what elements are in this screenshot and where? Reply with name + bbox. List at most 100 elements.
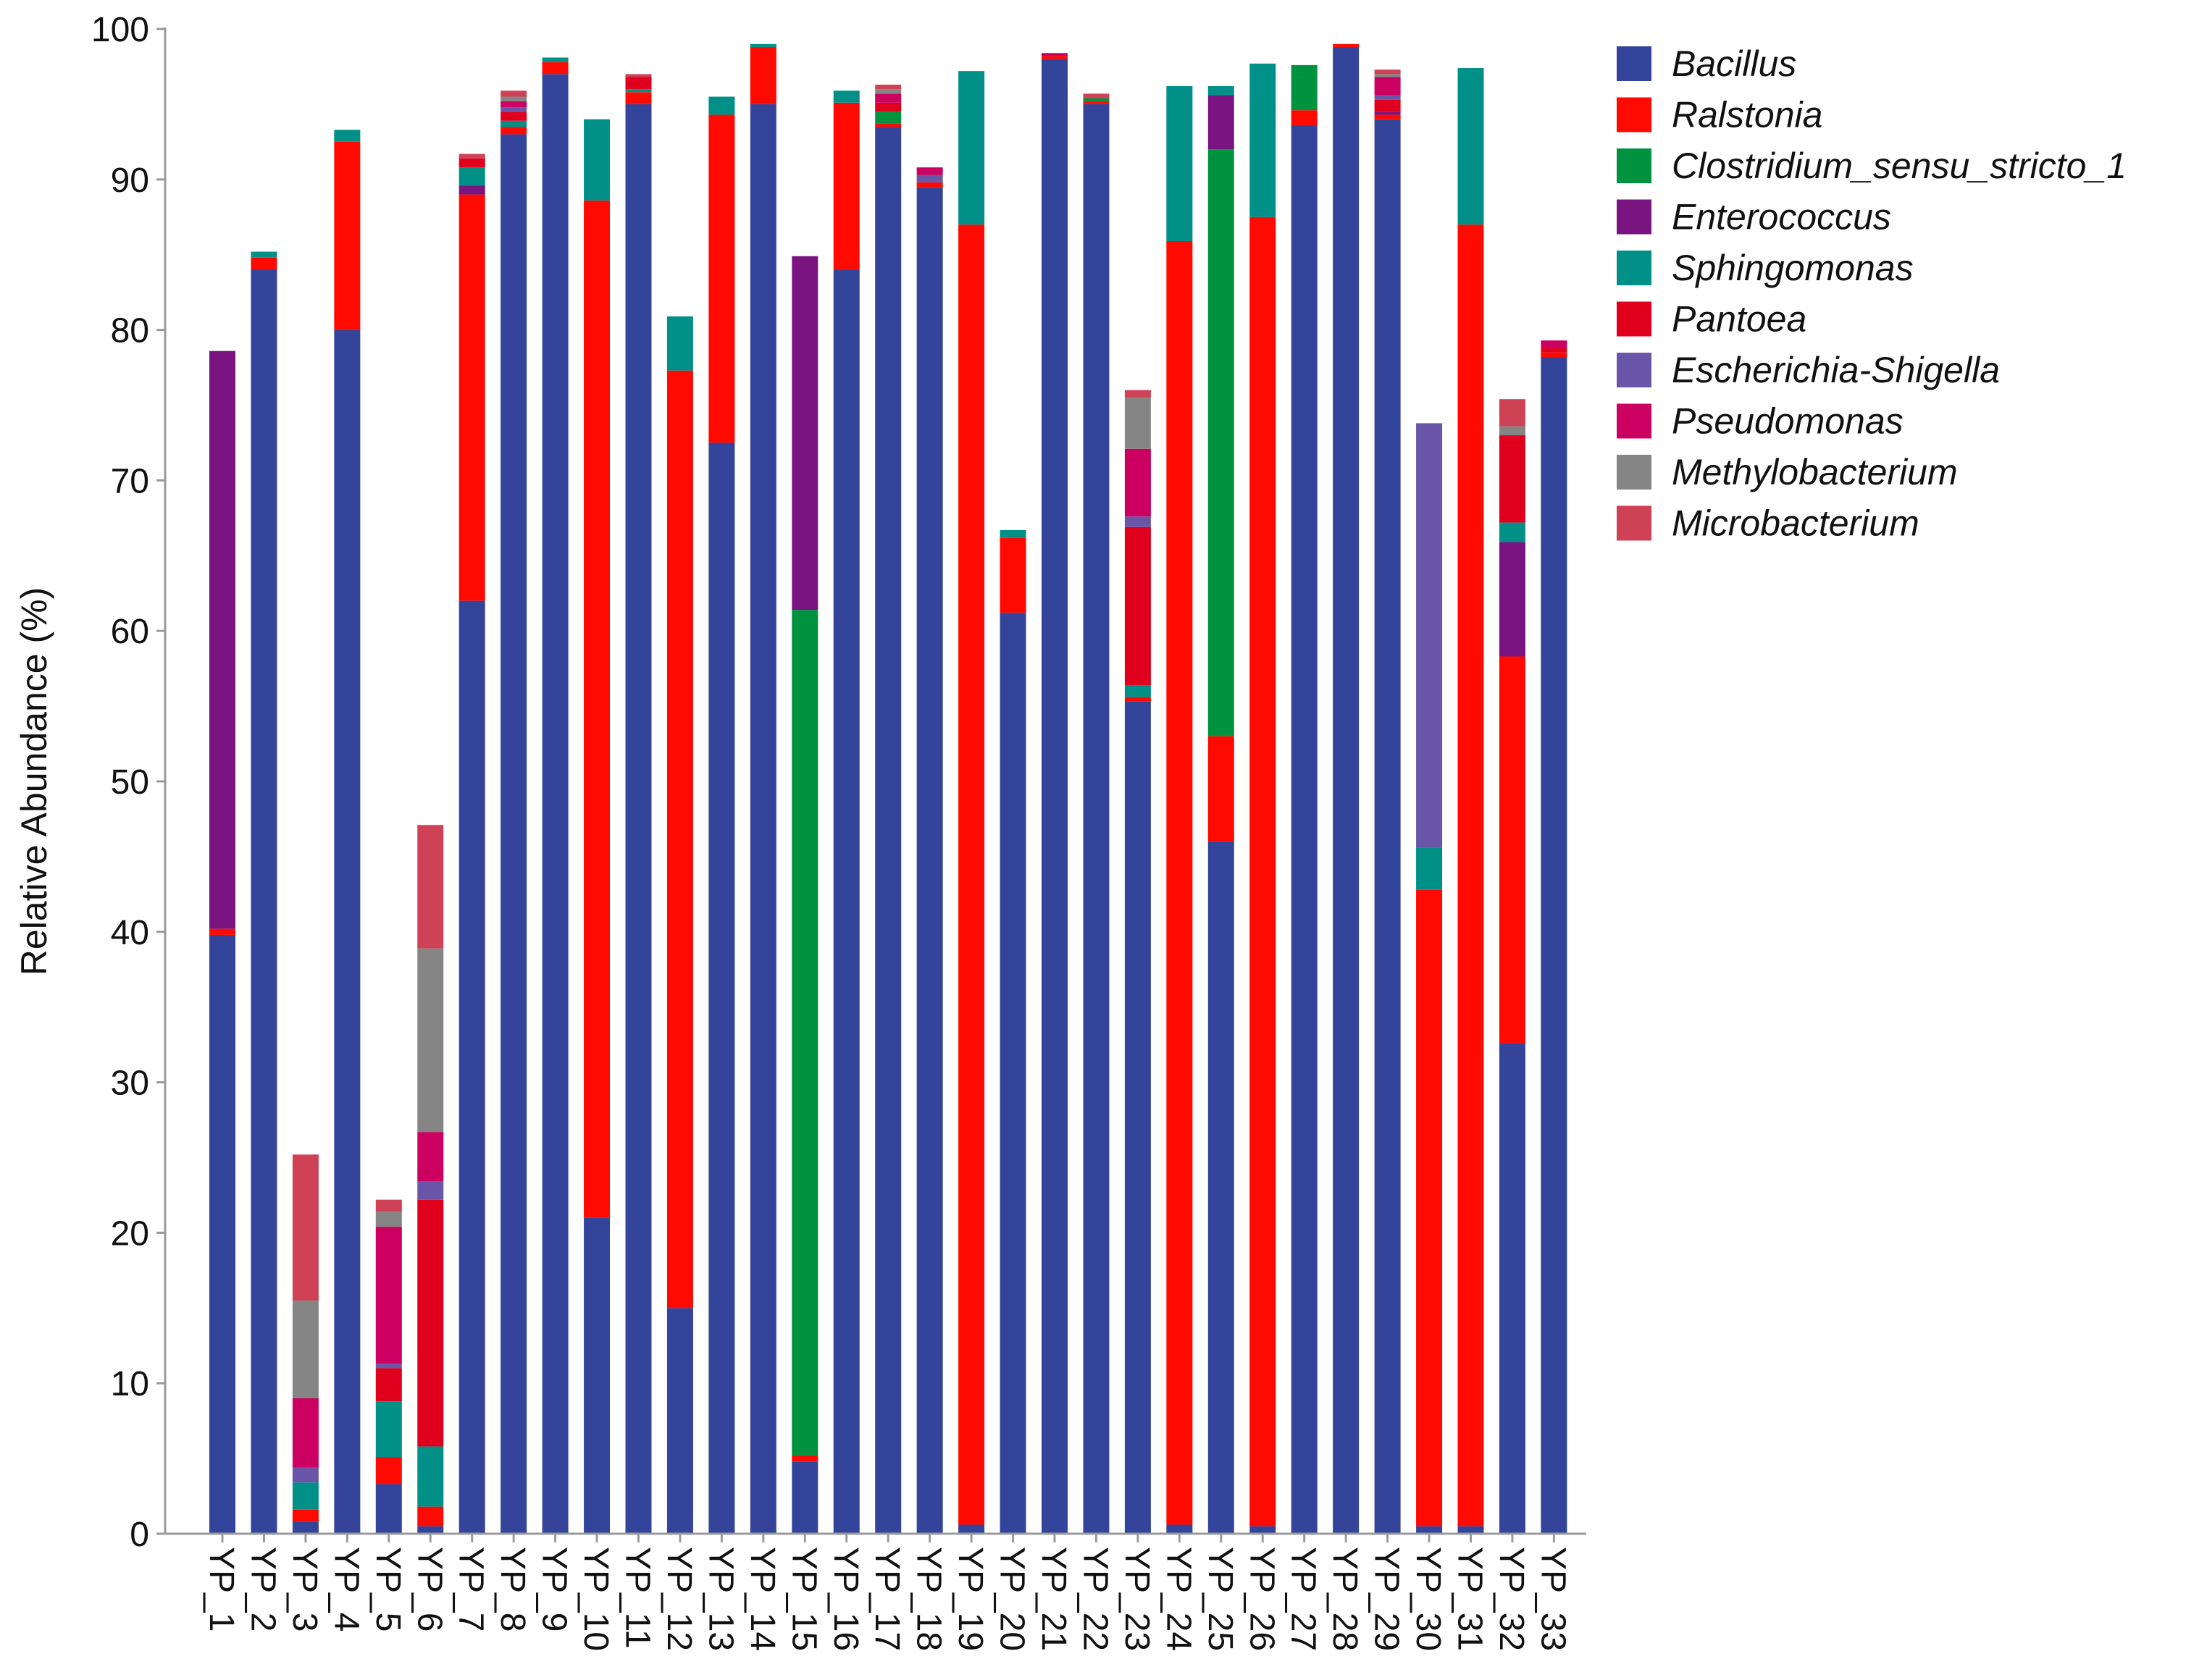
x-axis-ticks: YP_1 YP_2 YP_3 YP_4 YP_5 YP_6 YP_7 YP_8 YP_9 YP_1…: [202, 1534, 1572, 1651]
bar-segment-yp-3-bacillus: [292, 1521, 319, 1534]
bar-segment-yp-6-microbacterium: [417, 825, 444, 949]
y-tick-label-30: 30: [111, 1064, 149, 1103]
bar-segment-yp-2-ralstonia: [251, 257, 277, 270]
bar-stack-yp-28: [1333, 43, 1360, 1534]
x-tick-label-yp-6: YP_6: [410, 1547, 448, 1631]
y-tick-label-100: 100: [91, 11, 149, 49]
y-tick-label-20: 20: [111, 1214, 149, 1253]
x-tick-label-yp-17: YP_17: [868, 1547, 906, 1651]
x-tick-label-yp-30: YP_30: [1409, 1547, 1447, 1651]
y-tick-label-40: 40: [111, 914, 149, 952]
bar-segment-yp-23-bacillus: [1124, 701, 1151, 1534]
x-tick-label-yp-26: YP_26: [1242, 1547, 1281, 1651]
bar-segment-yp-25-enterococcus: [1207, 95, 1234, 150]
bar-segment-yp-29-pantoea: [1374, 99, 1401, 112]
x-tick-label-yp-13: YP_13: [701, 1547, 740, 1651]
bar-segment-yp-6-ralstonia: [417, 1506, 444, 1526]
bar-segment-yp-21-pseudomonas: [1042, 53, 1068, 56]
bar-segment-yp-26-bacillus: [1249, 1526, 1276, 1534]
bar-segment-yp-3-pseudomonas: [292, 1398, 319, 1468]
bar-stack-yp-33: [1541, 340, 1567, 1534]
x-tick-label-yp-11: YP_11: [619, 1547, 657, 1649]
bar-segment-yp-31-sphingomonas: [1457, 68, 1484, 225]
bar-segment-yp-10-bacillus: [584, 1217, 611, 1534]
bar-segment-yp-8-pantoea: [501, 112, 527, 121]
bar-segment-yp-7-bacillus: [458, 600, 485, 1534]
y-tick-label-50: 50: [111, 763, 149, 802]
bar-segment-yp-16-ralstonia: [833, 102, 860, 270]
bar-segment-yp-13-ralstonia: [708, 114, 735, 443]
bar-stack-yp-13: [708, 96, 735, 1534]
bar-segment-yp-23-methylobacterium: [1124, 398, 1151, 449]
legend: Bacillus Ralstonia Clostridium_sensu_stric…: [1617, 43, 2127, 544]
bar-segment-yp-28-ralstonia: [1333, 43, 1360, 47]
x-tick-label-yp-5: YP_5: [369, 1547, 407, 1631]
x-tick-label-yp-27: YP_27: [1284, 1547, 1323, 1651]
x-tick-label-yp-20: YP_20: [993, 1547, 1031, 1651]
bar-segment-yp-11-bacillus: [625, 104, 652, 1534]
x-tick-label-yp-16: YP_16: [826, 1547, 865, 1651]
bar-segment-yp-23-sphingomonas: [1124, 685, 1151, 697]
bar-segment-yp-7-ralstonia: [458, 194, 485, 601]
bar-segment-yp-24-ralstonia: [1166, 241, 1193, 1525]
y-tick-label-60: 60: [111, 613, 149, 651]
bar-segment-yp-33-pantoea: [1541, 348, 1567, 353]
bar-segment-yp-19-ralstonia: [958, 224, 985, 1525]
legend-label-pseudomonas: Pseudomonas: [1672, 401, 1904, 442]
x-tick-label-yp-25: YP_25: [1201, 1547, 1239, 1651]
bar-segment-yp-13-bacillus: [708, 442, 735, 1534]
x-tick-label-yp-15: YP_15: [784, 1547, 823, 1651]
bar-stack-yp-31: [1457, 68, 1484, 1534]
bar-stack-yp-25: [1207, 85, 1234, 1534]
legend-label-microbacterium: Microbacterium: [1672, 503, 1919, 544]
bar-segment-yp-29-microbacterium: [1374, 70, 1401, 75]
legend-swatch-sphingomonas: [1617, 251, 1651, 285]
bar-segment-yp-3-methylobacterium: [292, 1300, 319, 1398]
bar-segment-yp-8-sphingomonas: [501, 120, 527, 127]
bar-segment-yp-14-ralstonia: [750, 46, 776, 104]
bar-segment-yp-17-ralstonia: [875, 123, 902, 127]
bar-segment-yp-20-ralstonia: [1000, 537, 1026, 613]
bar-segment-yp-5-ralstonia: [375, 1457, 402, 1484]
bar-segment-yp-29-ralstonia: [1374, 114, 1401, 119]
bar-segment-yp-30-ralstonia: [1416, 889, 1443, 1526]
bar-stack-yp-32: [1499, 399, 1525, 1534]
x-tick-label-yp-29: YP_29: [1368, 1547, 1406, 1651]
bar-segment-yp-32-microbacterium: [1499, 399, 1525, 427]
legend-swatch-pantoea: [1617, 301, 1651, 337]
bar-segment-yp-29-pseudomonas: [1374, 77, 1401, 96]
bar-segment-yp-7-pantoea: [458, 158, 485, 168]
bar-segment-yp-5-microbacterium: [375, 1199, 402, 1212]
bar-segment-yp-20-bacillus: [1000, 613, 1026, 1534]
x-tick-label-yp-3: YP_3: [285, 1547, 324, 1631]
bar-segment-yp-33-pseudomonas: [1541, 340, 1567, 348]
bar-segment-yp-7-sphingomonas: [458, 167, 485, 186]
x-tick-label-yp-23: YP_23: [1118, 1547, 1156, 1651]
bar-stack-yp-19: [958, 71, 985, 1534]
bar-segment-yp-29-bacillus: [1374, 119, 1401, 1534]
bar-stack-yp-6: [417, 825, 444, 1534]
bar-segment-yp-2-sphingomonas: [251, 251, 277, 258]
bar-stack-yp-17: [875, 84, 902, 1534]
bar-segment-yp-6-pantoea: [417, 1199, 444, 1447]
bar-segment-yp-33-bacillus: [1541, 357, 1567, 1534]
bar-segment-yp-5-methylobacterium: [375, 1211, 402, 1227]
bar-segment-yp-19-sphingomonas: [958, 71, 985, 225]
bar-stack-yp-4: [334, 130, 361, 1534]
bar-segment-yp-22-bacillus: [1083, 104, 1110, 1534]
bar-segment-yp-2-bacillus: [251, 269, 277, 1534]
bar-stack-yp-14: [750, 43, 776, 1534]
x-tick-label-yp-4: YP_4: [327, 1547, 365, 1631]
bar-segment-yp-11-microbacterium: [625, 74, 652, 77]
legend-label-methylobacterium: Methylobacterium: [1672, 452, 1958, 492]
y-tick-label-10: 10: [111, 1365, 149, 1403]
bar-segment-yp-3-sphingomonas: [292, 1482, 319, 1510]
legend-swatch-clostridium-sensu-stricto-1: [1617, 148, 1651, 183]
bar-stack-yp-8: [501, 91, 527, 1534]
bar-segment-yp-6-escherichia-shigella: [417, 1181, 444, 1200]
bar-stack-yp-21: [1042, 53, 1068, 1534]
x-tick-label-yp-10: YP_10: [577, 1547, 615, 1651]
bar-stack-yp-26: [1249, 63, 1276, 1534]
y-axis-ticks: 0 10 20 30 40 50 60 70 80 90 100: [91, 11, 165, 1554]
